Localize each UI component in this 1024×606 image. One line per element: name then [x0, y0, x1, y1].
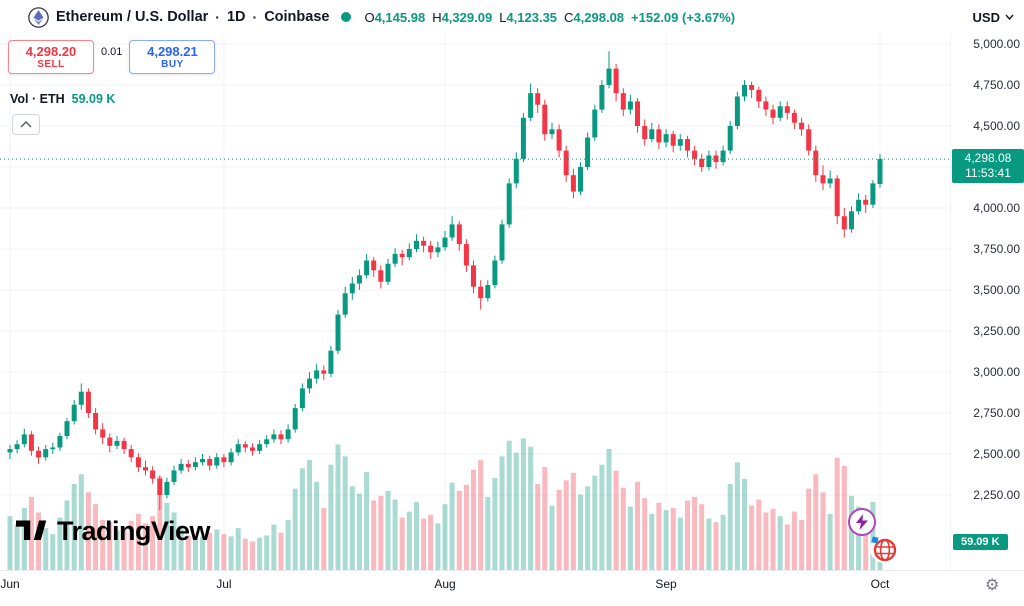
chevron-down-icon	[1005, 14, 1014, 20]
exchange-label: Coinbase	[264, 9, 330, 25]
open-value: 4,145.98	[374, 9, 426, 25]
tradingview-watermark[interactable]: TradingView	[16, 516, 211, 547]
collapse-legend-button[interactable]	[12, 114, 40, 135]
high-label: H	[432, 9, 442, 25]
volume-indicator-label: Vol · ETH	[10, 92, 65, 106]
watermark-brand: TradingView	[57, 516, 211, 546]
candlestick-chart[interactable]	[0, 34, 950, 570]
price-scale[interactable]: 5,000.00 4,750.00 4,500.00 4,000.00 3,750.00…	[950, 34, 1024, 570]
price-scale-label: 4,000.00	[973, 200, 1020, 215]
open-label: O	[364, 9, 375, 25]
buy-label: BUY	[161, 58, 184, 70]
sell-label: SELL	[37, 58, 65, 70]
low-value: 4,123.35	[506, 9, 558, 25]
price-scale-label: 4,500.00	[973, 118, 1020, 133]
globe-icon	[871, 536, 897, 562]
title-separator: ·	[215, 9, 220, 25]
price-scale-label: 2,500.00	[973, 446, 1020, 461]
time-scale-label: Oct	[870, 577, 890, 591]
boost-button[interactable]	[848, 508, 876, 536]
volume-indicator-legend[interactable]: Vol · ETH 59.09 K	[10, 92, 115, 106]
chevron-up-icon	[20, 121, 32, 128]
close-value: 4,298.08	[573, 9, 625, 25]
price-scale-label: 4,750.00	[973, 77, 1020, 92]
sell-price: 4,298.20	[25, 43, 77, 59]
change-value: +152.09 (+3.67%)	[631, 9, 736, 25]
high-value: 4,329.09	[441, 9, 493, 25]
price-scale-label: 2,750.00	[973, 405, 1020, 420]
gear-icon[interactable]: ⚙	[985, 577, 1000, 594]
time-scale-label: Sep	[655, 577, 677, 591]
volume-indicator-value: 59.09 K	[71, 92, 116, 106]
price-scale-label: 2,250.00	[973, 487, 1020, 502]
price-scale-label: 3,250.00	[973, 323, 1020, 338]
chart-pane[interactable]: 4,298.20 SELL 0.01 4,298.21 BUY Vol · ET…	[0, 34, 950, 570]
price-scale-label: 3,000.00	[973, 364, 1020, 379]
lightning-icon	[856, 514, 868, 530]
price-scale-label: 3,500.00	[973, 282, 1020, 297]
trade-panel: 4,298.20 SELL 0.01 4,298.21 BUY	[8, 40, 216, 74]
buy-price: 4,298.21	[147, 43, 198, 59]
bar-countdown: 11:53:41	[965, 166, 1011, 181]
symbol-button[interactable]: Ethereum / U.S. Dollar · 1D · Coinbase	[28, 6, 330, 28]
close-label: C	[564, 9, 574, 25]
sell-button[interactable]: 4,298.20 SELL	[8, 40, 94, 74]
currency-label: USD	[972, 9, 1000, 25]
market-status-dot	[341, 12, 352, 22]
last-price-badge: 4,298.08 11:53:41	[952, 149, 1024, 184]
time-scale-label: Jul	[216, 577, 232, 591]
symbol-title: Ethereum / U.S. Dollar	[56, 9, 209, 25]
spread-value: 0.01	[97, 45, 127, 59]
currency-dropdown[interactable]: USD	[973, 0, 1014, 34]
low-label: L	[499, 9, 507, 25]
interval-button[interactable]: 1D	[226, 9, 246, 25]
time-scale[interactable]: Jun Jul Aug Sep Oct ⚙	[0, 570, 1024, 606]
globe-ad-button[interactable]	[870, 535, 898, 563]
buy-button[interactable]: 4,298.21 BUY	[129, 40, 216, 74]
ethereum-logo-icon	[28, 6, 49, 28]
last-price-value: 4,298.08	[964, 151, 1012, 166]
time-scale-label: Jun	[0, 577, 20, 591]
title-separator: ·	[252, 9, 258, 25]
price-scale-label: 3,750.00	[973, 241, 1020, 256]
price-scale-label: 5,000.00	[973, 36, 1020, 51]
tradingview-logo-icon	[16, 519, 47, 540]
volume-axis-badge: 59.09 K	[953, 533, 1008, 550]
chart-header: Ethereum / U.S. Dollar · 1D · Coinbase O…	[0, 0, 1024, 34]
ohlc-values: O4,145.98 H4,329.09 L4,123.35 C4,298.08 …	[364, 10, 735, 25]
time-scale-label: Aug	[434, 577, 456, 591]
